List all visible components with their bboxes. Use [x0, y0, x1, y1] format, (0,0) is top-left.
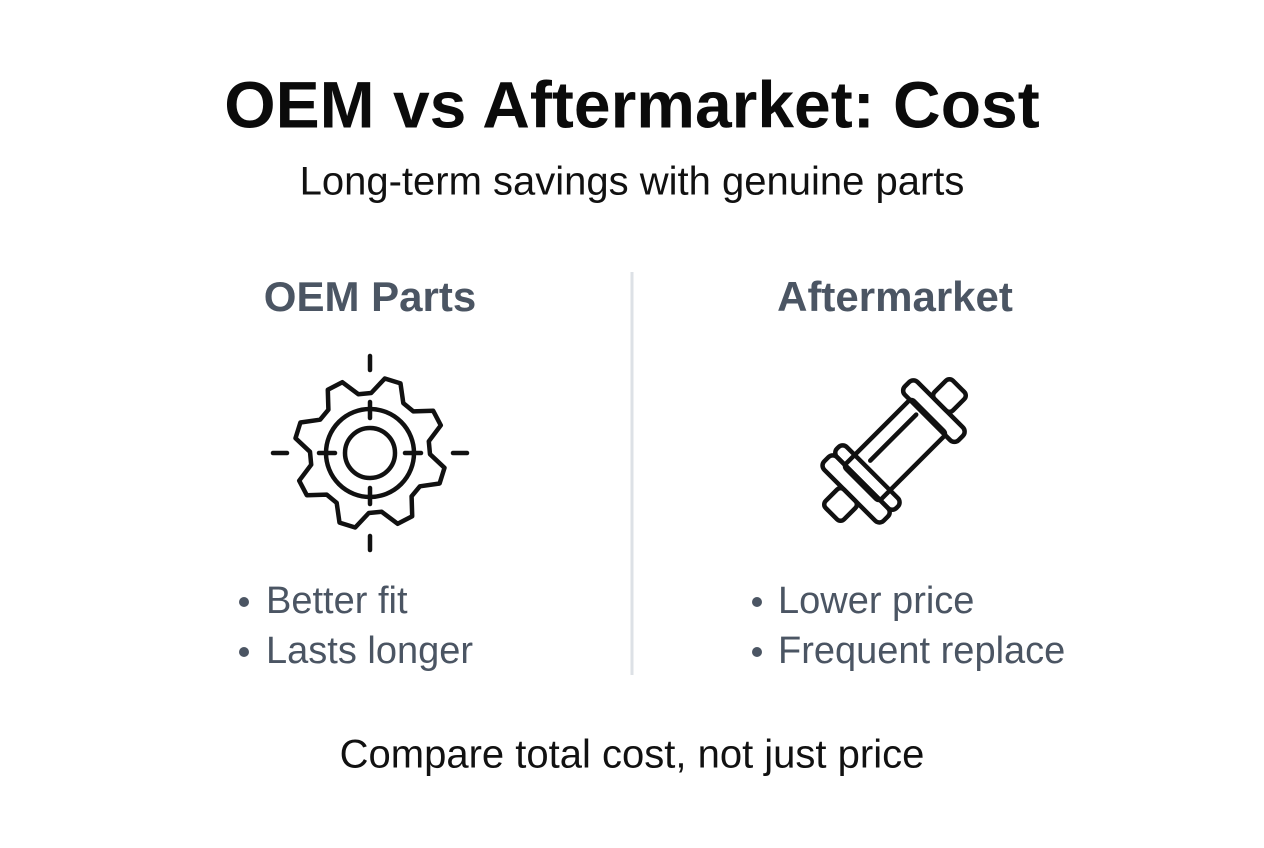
column-heading: Aftermarket	[777, 273, 1013, 320]
footer-note: Compare total cost, not just price	[340, 733, 925, 777]
bullet-dot	[752, 597, 762, 607]
bullet: Better fit	[266, 580, 408, 622]
bullet: Frequent replace	[778, 630, 1065, 672]
bullet: Lower price	[778, 580, 974, 622]
bullet-dot	[239, 647, 249, 657]
part-icon	[820, 376, 969, 525]
title: OEM vs Aftermarket: Cost	[224, 67, 1039, 141]
subtitle: Long-term savings with genuine parts	[300, 160, 965, 204]
bullet-dot	[239, 597, 249, 607]
gear-icon	[270, 353, 470, 553]
column-heading: OEM Parts	[264, 273, 476, 320]
bullet: Lasts longer	[266, 630, 473, 672]
bullet-dot	[752, 647, 762, 657]
